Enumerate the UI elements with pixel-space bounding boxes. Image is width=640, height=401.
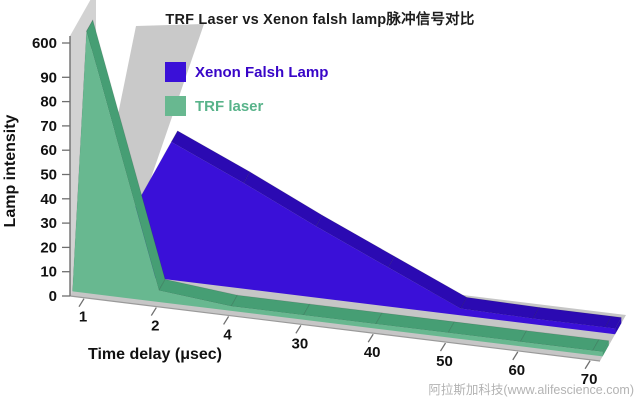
- y-axis-title: Lamp intensity: [2, 114, 19, 228]
- legend-swatch-xenon: [165, 62, 186, 82]
- legend-swatch-trf: [165, 96, 186, 116]
- x-tick: [78, 298, 85, 308]
- x-tick-label: 1: [79, 309, 87, 326]
- y-tick-label: 10: [40, 264, 57, 281]
- chart-title: TRF Laser vs Xenon falsh lamp脉冲信号对比: [165, 12, 475, 28]
- y-tick-label: 70: [40, 118, 57, 135]
- legend-label-trf: TRF laser: [195, 97, 264, 115]
- x-tick-label: 30: [292, 335, 309, 352]
- x-axis-title: Time delay (μsec): [88, 346, 222, 363]
- series-0-front-face: [85, 141, 616, 335]
- x-tick-label: 40: [364, 344, 381, 361]
- x-tick: [367, 333, 374, 343]
- legend-item-trf: TRF laser: [165, 95, 328, 117]
- x-tick: [439, 342, 447, 352]
- legend: Xenon Falsh Lamp TRF laser: [165, 61, 328, 129]
- y-tick-label: 60: [40, 142, 57, 159]
- x-tick: [150, 307, 157, 316]
- x-tick: [295, 324, 302, 334]
- series-0-end-face: [615, 317, 622, 335]
- x-tick: [512, 351, 519, 361]
- x-tick-label: 4: [223, 326, 232, 343]
- watermark: 阿拉斯加科技(www.alifescience.com): [428, 383, 634, 397]
- legend-item-xenon: Xenon Falsh Lamp: [165, 61, 328, 83]
- x-tick: [584, 360, 591, 370]
- x-tick-label: 60: [508, 362, 525, 379]
- y-tick-label: 40: [40, 191, 57, 208]
- y-tick-label: 30: [40, 215, 57, 232]
- y-tick-label: 20: [40, 239, 57, 256]
- y-tick-label: 600: [32, 35, 57, 52]
- y-tick-label: 0: [49, 288, 57, 305]
- legend-label-xenon: Xenon Falsh Lamp: [195, 63, 329, 81]
- x-tick: [223, 316, 230, 325]
- y-tick-label: 80: [40, 94, 57, 111]
- series-1-end-face: [602, 340, 609, 357]
- x-axis-line: [69, 295, 601, 362]
- x-tick-label: 70: [581, 371, 598, 388]
- x-tick-label: 50: [436, 353, 453, 370]
- y-tick-label: 50: [40, 167, 57, 184]
- y-tick-label: 90: [40, 69, 57, 86]
- x-tick-label: 2: [151, 318, 159, 335]
